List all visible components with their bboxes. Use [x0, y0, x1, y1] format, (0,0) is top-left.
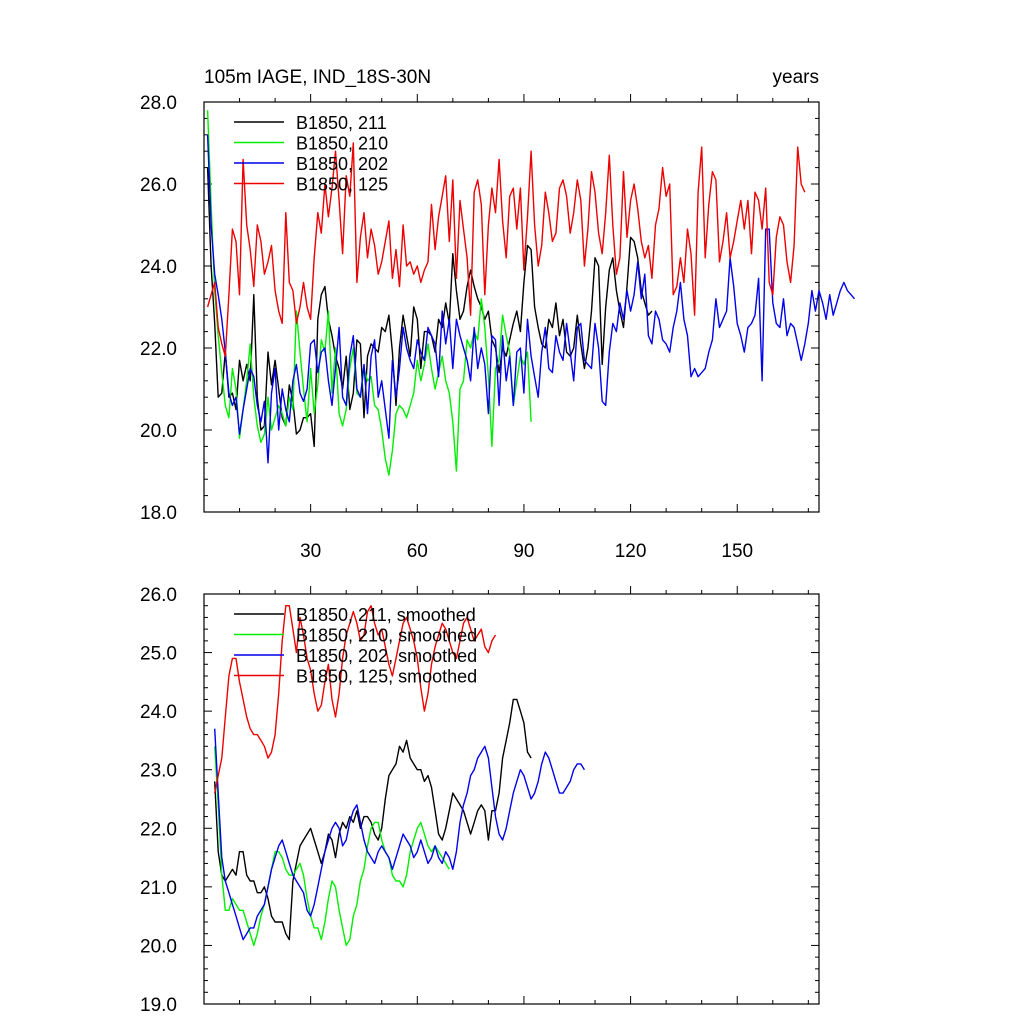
y-tick-label: 20.0 — [140, 936, 177, 957]
y-tick-label: 21.0 — [140, 878, 177, 899]
series-line-3 — [214, 728, 585, 941]
legend-label: B1850, 210 — [296, 134, 388, 154]
series-line-4 — [214, 605, 497, 794]
x-tick-label: 60 — [407, 541, 428, 562]
chart-units: years — [773, 67, 819, 88]
legend-label: B1850, 211, smoothed — [296, 605, 476, 625]
chart-title: 105m IAGE, IND_18S-30N — [204, 67, 431, 88]
x-tick-label: 90 — [513, 541, 534, 562]
y-tick-label: 26.0 — [140, 175, 177, 196]
series-line-2 — [214, 746, 450, 947]
y-tick-label: 26.0 — [140, 585, 177, 606]
y-tick-label: 28.0 — [140, 93, 177, 114]
y-tick-label: 22.0 — [140, 339, 177, 360]
y-tick-label: 25.0 — [140, 644, 177, 665]
y-tick-label: 23.0 — [140, 761, 177, 782]
y-tick-label: 22.0 — [140, 819, 177, 840]
legend-label: B1850, 210, smoothed — [296, 626, 477, 646]
y-tick-label: 24.0 — [140, 702, 177, 723]
legend-label: B1850, 211 — [296, 113, 387, 133]
legend-label: B1850, 202 — [296, 154, 388, 174]
legend-label: B1850, 125 — [296, 175, 388, 195]
x-tick-label: 120 — [615, 541, 647, 562]
top-panel: 30 60 90 120 150 18.0 20.0 22.0 24.0 26.0 28.0 B185… — [140, 93, 856, 562]
y-tick-label: 19.0 — [140, 995, 177, 1016]
legend-label: B1850, 202, smoothed — [296, 646, 477, 666]
y-tick-label: 20.0 — [140, 421, 177, 442]
y-tick-label: 24.0 — [140, 257, 177, 278]
y-tick-label: 18.0 — [140, 503, 177, 524]
plot-frame — [203, 593, 820, 1005]
series-line-1 — [206, 167, 653, 448]
series-line-3 — [206, 134, 856, 464]
series-line-4 — [206, 142, 806, 357]
legend-label: B1850, 125, smoothed — [296, 667, 477, 687]
bottom-panel: 19.0 20.0 21.0 22.0 23.0 24.0 25.0 26.0 B1850, 2… — [140, 585, 820, 1016]
x-tick-label: 30 — [300, 541, 321, 562]
x-tick-label: 150 — [721, 541, 753, 562]
plot-frame — [203, 101, 820, 513]
series-line-1 — [214, 698, 532, 941]
